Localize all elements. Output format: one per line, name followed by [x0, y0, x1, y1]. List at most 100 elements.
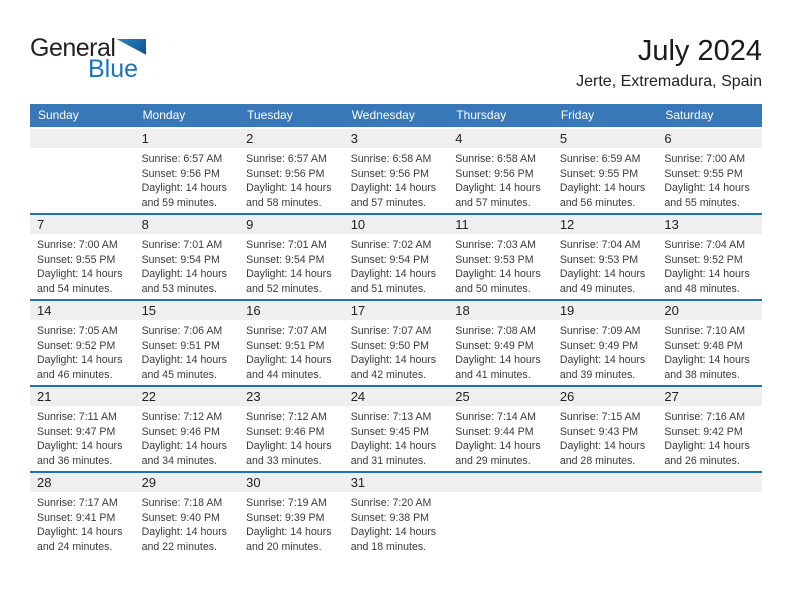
- day-detail-line: Sunset: 9:41 PM: [37, 511, 116, 524]
- day-detail-line: Daylight: 14 hours: [37, 268, 123, 281]
- day-detail-line: Sunrise: 7:13 AM: [350, 411, 432, 423]
- day-details: Sunrise: 7:04 AM Sunset: 9:52 PM Daylight:…: [657, 234, 762, 296]
- week-row: 7 Sunrise: 7:00 AM Sunset: 9:55 PM Daylight…: [30, 214, 762, 300]
- day-number: 1: [134, 129, 240, 148]
- day-cell: 12 Sunrise: 7:04 AM Sunset: 9:53 PM Dayligh…: [552, 214, 658, 300]
- day-cell: 3 Sunrise: 6:58 AM Sunset: 9:56 PM Daylight…: [343, 128, 449, 214]
- day-number: 13: [657, 215, 762, 234]
- day-number: 24: [343, 387, 449, 406]
- day-detail-line: Daylight: 14 hours: [141, 440, 227, 453]
- logo-text-general: General: [30, 34, 116, 62]
- day-cell: 31 Sunrise: 7:20 AM Sunset: 9:38 PM Dayligh…: [343, 472, 449, 558]
- day-detail-line: Daylight: 14 hours: [350, 268, 437, 281]
- day-cell: 24 Sunrise: 7:13 AM Sunset: 9:45 PM Dayligh…: [343, 386, 449, 472]
- day-cell: 17 Sunrise: 7:07 AM Sunset: 9:50 PM Dayligh…: [343, 300, 449, 386]
- day-detail-line: Daylight: 14 hours: [141, 268, 227, 281]
- day-detail-line: and 22 minutes.: [141, 540, 217, 553]
- general-blue-logo: General Blue: [30, 36, 170, 82]
- day-number: 9: [239, 215, 344, 234]
- day-detail-line: Daylight: 14 hours: [664, 354, 750, 367]
- day-detail-line: Sunrise: 7:02 AM: [350, 239, 432, 251]
- day-detail-line: Sunrise: 7:01 AM: [141, 239, 223, 251]
- day-cell: 13 Sunrise: 7:04 AM Sunset: 9:52 PM Dayligh…: [657, 214, 762, 300]
- day-details: Sunrise: 6:57 AM Sunset: 9:56 PM Daylight:…: [135, 148, 240, 210]
- day-detail-line: Sunset: 9:55 PM: [664, 167, 743, 180]
- day-cell: 14 Sunrise: 7:05 AM Sunset: 9:52 PM Dayligh…: [30, 300, 135, 386]
- day-detail-line: Daylight: 14 hours: [246, 182, 332, 195]
- day-detail-line: Daylight: 14 hours: [350, 526, 437, 539]
- day-detail-line: Sunset: 9:47 PM: [37, 425, 116, 438]
- calendar-body: 1 Sunrise: 6:57 AM Sunset: 9:56 PM Daylight…: [30, 128, 762, 558]
- day-number: 22: [134, 387, 240, 406]
- day-details: Sunrise: 7:19 AM Sunset: 9:39 PM Daylight:…: [239, 492, 344, 554]
- day-number: 7: [30, 215, 135, 234]
- day-detail-line: and 50 minutes.: [455, 282, 531, 295]
- day-cell: 27 Sunrise: 7:16 AM Sunset: 9:42 PM Dayligh…: [657, 386, 762, 472]
- logo-triangle-icon: [116, 39, 147, 55]
- day-detail-line: Daylight: 14 hours: [37, 440, 123, 453]
- day-cell: 22 Sunrise: 7:12 AM Sunset: 9:46 PM Dayligh…: [134, 386, 240, 472]
- day-detail-line: Sunrise: 7:00 AM: [664, 153, 746, 165]
- day-number: 18: [448, 301, 553, 320]
- day-number: 15: [134, 301, 240, 320]
- day-cell: 15 Sunrise: 7:06 AM Sunset: 9:51 PM Dayligh…: [134, 300, 240, 386]
- day-detail-line: and 26 minutes.: [664, 454, 740, 467]
- day-details: Sunrise: 7:14 AM Sunset: 9:44 PM Daylight:…: [448, 406, 553, 468]
- day-detail-line: and 18 minutes.: [350, 540, 427, 553]
- day-detail-line: Daylight: 14 hours: [559, 268, 646, 281]
- day-number: 8: [134, 215, 240, 234]
- day-cell: 21 Sunrise: 7:11 AM Sunset: 9:47 PM Dayligh…: [30, 386, 135, 472]
- day-detail-line: Sunset: 9:52 PM: [664, 253, 743, 266]
- day-detail-line: Sunset: 9:40 PM: [141, 511, 220, 524]
- day-detail-line: Sunrise: 6:58 AM: [350, 153, 432, 165]
- top-bar: General Blue July 2024 Jerte, Extremadur…: [30, 36, 762, 91]
- day-detail-line: Sunset: 9:56 PM: [350, 167, 430, 180]
- day-number: 26: [552, 387, 658, 406]
- day-details: Sunrise: 7:01 AM Sunset: 9:54 PM Daylight:…: [135, 234, 240, 296]
- day-detail-line: Sunset: 9:44 PM: [455, 425, 534, 438]
- day-number: 25: [448, 387, 553, 406]
- weekday-header-thursday: Thursday: [448, 104, 553, 128]
- day-number: 29: [134, 473, 240, 492]
- day-cell: [552, 472, 658, 558]
- day-detail-line: and 29 minutes.: [455, 454, 531, 467]
- week-row: 28 Sunrise: 7:17 AM Sunset: 9:41 PM Dayligh…: [30, 472, 762, 558]
- day-detail-line: Sunset: 9:42 PM: [664, 425, 743, 438]
- day-number: 2: [239, 129, 344, 148]
- day-cell: 5 Sunrise: 6:59 AM Sunset: 9:55 PM Daylight…: [552, 128, 658, 214]
- day-detail-line: Sunrise: 7:14 AM: [455, 411, 536, 423]
- day-detail-line: Sunset: 9:56 PM: [455, 167, 534, 180]
- day-cell: 30 Sunrise: 7:19 AM Sunset: 9:39 PM Dayligh…: [239, 472, 344, 558]
- day-cell: 20 Sunrise: 7:10 AM Sunset: 9:48 PM Dayligh…: [657, 300, 762, 386]
- page-title: July 2024: [637, 35, 762, 67]
- day-detail-line: Sunrise: 7:11 AM: [37, 411, 117, 423]
- day-details: Sunrise: 7:12 AM Sunset: 9:46 PM Daylight:…: [135, 406, 240, 468]
- day-details: Sunrise: 7:01 AM Sunset: 9:54 PM Daylight:…: [239, 234, 344, 296]
- day-detail-line: Sunrise: 6:57 AM: [141, 153, 223, 165]
- week-row: 21 Sunrise: 7:11 AM Sunset: 9:47 PM Dayligh…: [30, 386, 762, 472]
- day-detail-line: and 28 minutes.: [559, 454, 636, 467]
- day-details: Sunrise: 7:04 AM Sunset: 9:53 PM Daylight:…: [553, 234, 658, 296]
- day-number: 4: [448, 129, 553, 148]
- day-detail-line: Daylight: 14 hours: [37, 526, 123, 539]
- day-detail-line: and 34 minutes.: [141, 454, 217, 467]
- day-cell: [448, 472, 553, 558]
- title-block: July 2024 Jerte, Extremadura, Spain: [576, 36, 762, 91]
- day-detail-line: Daylight: 14 hours: [141, 526, 227, 539]
- day-detail-line: Daylight: 14 hours: [350, 182, 437, 195]
- day-details: [30, 148, 135, 152]
- day-detail-line: Daylight: 14 hours: [455, 354, 541, 367]
- day-detail-line: Daylight: 14 hours: [350, 440, 437, 453]
- day-detail-line: Sunrise: 7:19 AM: [246, 497, 327, 509]
- day-number: 11: [448, 215, 553, 234]
- day-detail-line: and 56 minutes.: [559, 196, 636, 209]
- day-detail-line: Sunset: 9:56 PM: [246, 167, 325, 180]
- day-cell: 11 Sunrise: 7:03 AM Sunset: 9:53 PM Dayligh…: [448, 214, 553, 300]
- day-detail-line: and 52 minutes.: [246, 282, 322, 295]
- day-detail-line: Sunrise: 7:07 AM: [350, 325, 432, 337]
- day-details: [448, 492, 553, 496]
- day-details: Sunrise: 7:13 AM Sunset: 9:45 PM Daylight:…: [344, 406, 449, 468]
- day-detail-line: Sunrise: 7:16 AM: [664, 411, 746, 423]
- day-details: Sunrise: 7:07 AM Sunset: 9:50 PM Daylight:…: [344, 320, 449, 382]
